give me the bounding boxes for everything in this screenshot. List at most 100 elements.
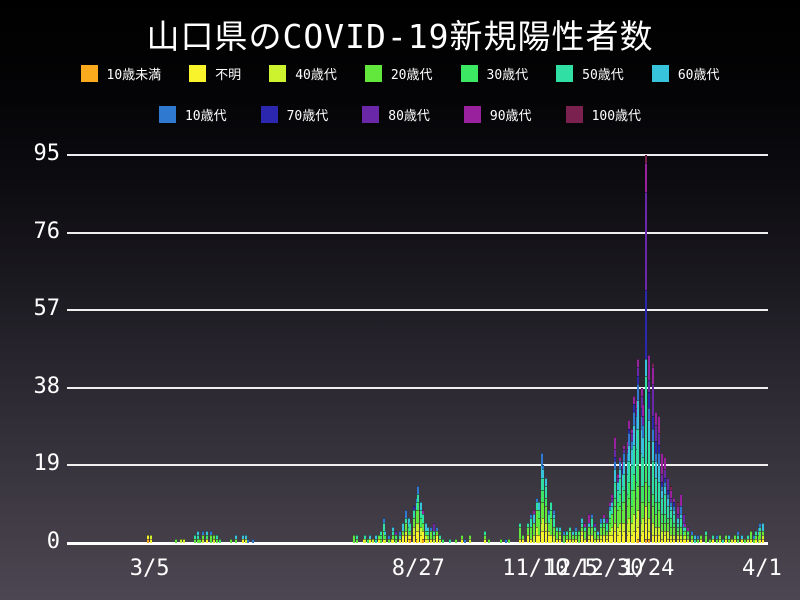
stacked-bar-day-198 <box>378 534 381 543</box>
bar-segment <box>542 469 545 478</box>
bar-segment <box>648 538 651 543</box>
bar-segment <box>415 522 418 531</box>
bar-segment <box>197 534 200 539</box>
bar-segment <box>429 530 432 539</box>
bar-segment <box>621 485 624 503</box>
stacked-bar-day-218 <box>409 522 412 543</box>
bar-segment <box>529 518 532 527</box>
bar-segment <box>632 412 635 425</box>
bar-segment <box>645 538 648 543</box>
bar-segment <box>754 530 757 535</box>
bar-segment <box>215 538 218 543</box>
bar-segment <box>487 538 490 543</box>
bar-segment <box>632 424 635 445</box>
bar-segment <box>718 534 721 539</box>
bar-segment <box>542 530 545 543</box>
bar-segment <box>409 534 412 539</box>
bar-segment <box>426 538 429 543</box>
stacked-bar-day-332 <box>587 514 590 543</box>
bar-segment <box>614 469 617 482</box>
y-axis-tick-label: 95 <box>33 141 61 166</box>
bar-segment <box>412 510 415 519</box>
bar-segment <box>356 534 359 539</box>
bar-segment <box>693 538 696 543</box>
bar-segment <box>664 514 667 523</box>
bar-segment <box>637 400 640 429</box>
bar-segment <box>587 522 590 527</box>
bar-segment <box>676 518 679 523</box>
bar-segment <box>631 522 634 535</box>
bar-segment <box>568 538 571 543</box>
bar-segment <box>565 538 568 543</box>
bar-segment <box>610 534 613 543</box>
bar-segment <box>382 530 385 539</box>
bar-segment <box>395 538 398 543</box>
bar-segment <box>731 538 734 543</box>
stacked-bar-day-192 <box>368 534 371 543</box>
bar-segment <box>556 538 559 543</box>
bar-segment <box>728 534 731 539</box>
bar-segment <box>371 538 374 543</box>
bar-segment <box>382 518 385 523</box>
stacked-bar-day-364 <box>637 359 640 543</box>
stacked-bar-day-103 <box>229 538 232 543</box>
bar-segment <box>412 526 415 535</box>
bar-segment <box>392 526 395 531</box>
bar-segment <box>623 461 626 474</box>
stacked-bar-day-253 <box>464 538 467 543</box>
stacked-bar-day-389 <box>676 502 679 543</box>
bar-segment <box>234 534 237 539</box>
bar-segment <box>654 514 657 527</box>
bar-segment <box>676 538 679 543</box>
bar-segment <box>553 510 556 515</box>
bar-segment <box>407 526 410 535</box>
bar-segment <box>590 518 593 527</box>
x-axis-tick-label: 4/1 <box>742 556 782 581</box>
bar-segment <box>540 465 543 478</box>
bar-segment <box>367 538 370 543</box>
y-axis-tick-label: 76 <box>33 218 61 244</box>
bar-segment <box>724 534 727 539</box>
bar-segment <box>245 534 248 539</box>
stacked-bar-day-215 <box>404 510 407 543</box>
bar-segment <box>618 493 621 507</box>
bar-segment <box>660 489 663 499</box>
stacked-bar-day-196 <box>375 534 378 543</box>
stacked-bar-day-381 <box>664 457 667 543</box>
bar-segment <box>640 395 643 409</box>
bar-segment <box>637 526 640 539</box>
bar-segment <box>537 534 540 543</box>
bar-segment <box>415 538 418 543</box>
bar-segment <box>432 534 435 539</box>
stacked-bar-day-402 <box>696 534 699 543</box>
stacked-bar-day-226 <box>421 510 424 543</box>
bar-segment <box>542 489 545 503</box>
bar-segment <box>436 530 439 535</box>
bar-segment <box>392 538 395 543</box>
bar-segment <box>642 502 645 519</box>
bar-segment <box>642 485 645 503</box>
stacked-bar-day-324 <box>575 526 578 543</box>
stacked-bar-day-204 <box>387 534 390 543</box>
bar-segment <box>242 538 245 543</box>
bar-segment <box>715 534 718 539</box>
bar-segment <box>417 493 420 503</box>
bar-segment <box>670 526 673 535</box>
bar-segment <box>679 534 682 539</box>
bar-segment <box>651 383 654 417</box>
bar-segment <box>610 506 613 515</box>
legend-label: 100歳代 <box>591 109 642 124</box>
bar-segment <box>420 534 423 543</box>
bar-segment <box>635 416 638 429</box>
stacked-bar-day-354 <box>621 461 624 543</box>
bar-segment <box>559 530 562 535</box>
legend-item: 30歳代 <box>460 64 528 83</box>
bar-segment <box>545 530 548 543</box>
stacked-bar-day-297 <box>532 510 535 543</box>
bar-segment <box>749 530 752 539</box>
bar-segment <box>623 489 626 503</box>
bar-segment <box>679 518 682 527</box>
bar-segment <box>610 526 613 535</box>
bar-segment <box>415 498 418 503</box>
stacked-bar-day-231 <box>429 526 432 543</box>
